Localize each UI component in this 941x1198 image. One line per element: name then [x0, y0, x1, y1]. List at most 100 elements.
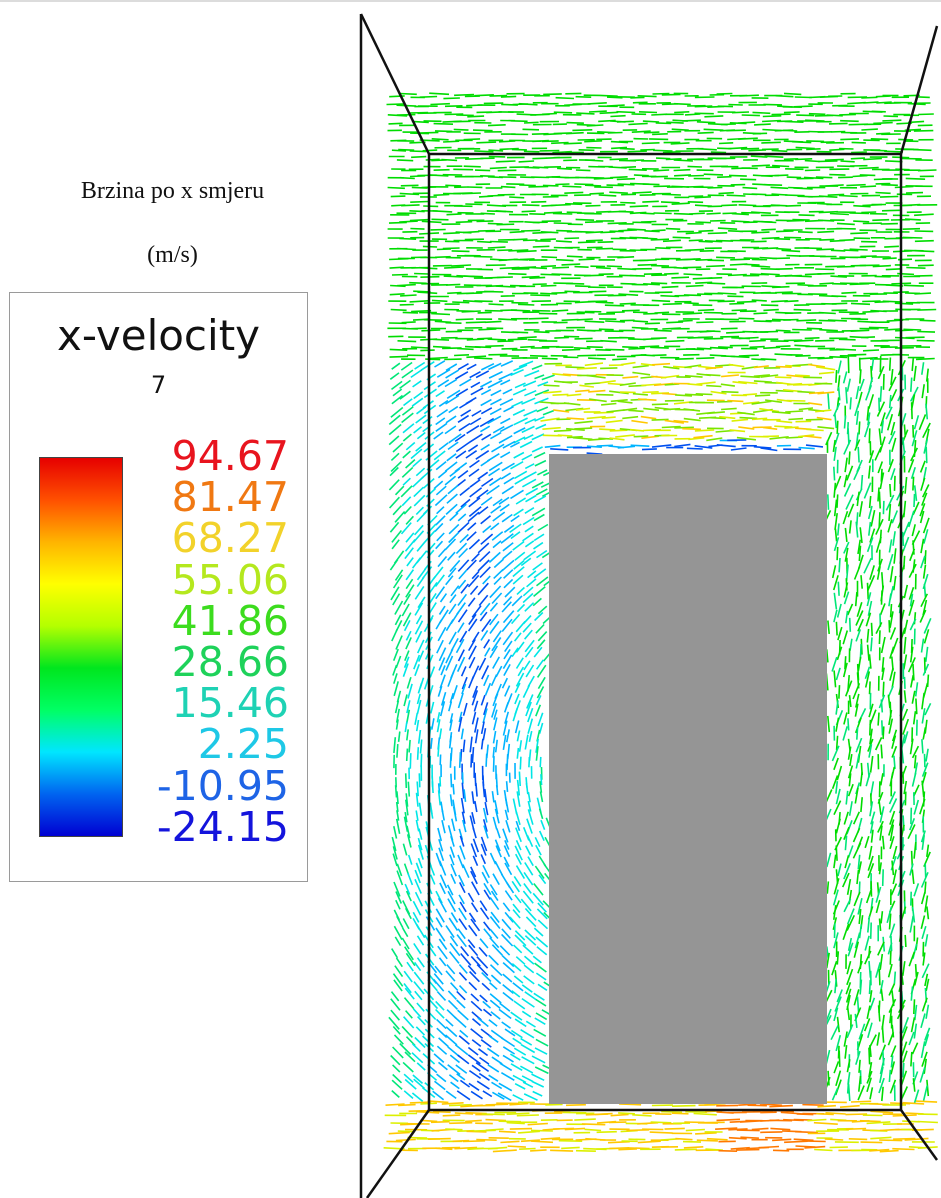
legend-tick-label: 41.86	[171, 596, 289, 645]
velocity-vector	[891, 510, 899, 524]
velocity-vector	[674, 1148, 697, 1151]
velocity-vector	[651, 362, 671, 366]
velocity-vector	[830, 249, 846, 252]
velocity-vector	[566, 121, 584, 124]
velocity-vector	[651, 113, 668, 116]
velocity-vector	[726, 194, 746, 197]
velocity-vector	[524, 991, 538, 1001]
velocity-vector	[474, 729, 479, 744]
velocity-vector	[815, 339, 835, 342]
velocity-vector	[422, 423, 433, 433]
velocity-vector	[443, 97, 460, 100]
velocity-vector	[867, 738, 874, 752]
velocity-vector	[489, 477, 502, 487]
velocity-vector	[513, 1047, 527, 1056]
velocity-vector	[835, 1070, 842, 1087]
velocity-vector	[909, 618, 917, 631]
velocity-vector	[447, 999, 459, 1010]
velocity-vector	[470, 866, 477, 878]
velocity-vector	[525, 494, 537, 503]
velocity-vector	[482, 807, 488, 823]
velocity-vector	[491, 944, 503, 956]
velocity-vector	[489, 645, 498, 659]
velocity-vector	[440, 691, 447, 706]
velocity-vector	[510, 441, 520, 448]
velocity-vector	[913, 883, 920, 897]
velocity-vector	[502, 962, 515, 974]
velocity-vector	[477, 559, 490, 572]
velocity-vector	[489, 999, 501, 1010]
velocity-vector	[459, 486, 471, 497]
velocity-vector	[416, 1062, 426, 1071]
velocity-vector	[910, 1051, 913, 1067]
velocity-vector	[497, 249, 513, 252]
velocity-vector	[414, 272, 429, 275]
velocity-vector	[521, 210, 536, 213]
velocity-vector	[875, 518, 884, 535]
velocity-vector	[480, 212, 495, 215]
velocity-vector	[413, 961, 422, 972]
velocity-vector	[596, 393, 614, 396]
velocity-vector	[843, 591, 850, 605]
velocity-vector	[512, 708, 518, 722]
velocity-vector	[506, 1121, 525, 1125]
velocity-vector	[392, 1025, 401, 1035]
velocity-vector	[445, 363, 458, 372]
velocity-vector	[859, 772, 863, 787]
velocity-vector	[842, 923, 850, 941]
velocity-vector	[396, 810, 400, 821]
velocity-vector	[618, 1148, 637, 1151]
velocity-vector	[494, 739, 498, 753]
velocity-vector	[391, 394, 403, 405]
velocity-vector	[492, 756, 495, 772]
velocity-vector	[643, 272, 663, 275]
velocity-vector	[449, 713, 454, 724]
velocity-vector	[516, 730, 521, 742]
velocity-vector	[890, 421, 896, 436]
velocity-vector	[598, 328, 614, 331]
velocity-vector	[524, 540, 535, 548]
velocity-vector	[468, 538, 481, 550]
velocity-vector	[833, 757, 839, 771]
velocity-vector	[450, 863, 457, 877]
velocity-vector	[449, 1121, 473, 1125]
velocity-vector	[684, 248, 705, 252]
velocity-vector	[513, 875, 522, 887]
velocity-vector	[848, 801, 853, 816]
velocity-vector	[652, 354, 667, 357]
velocity-vector	[846, 183, 866, 187]
velocity-vector	[655, 247, 671, 250]
velocity-vector	[436, 1018, 447, 1030]
velocity-vector	[855, 410, 859, 425]
velocity-vector	[468, 944, 479, 957]
velocity-vector	[694, 429, 715, 432]
velocity-vector	[555, 240, 572, 243]
velocity-vector	[802, 1140, 826, 1143]
velocity-vector	[855, 1050, 861, 1065]
velocity-vector	[888, 593, 892, 607]
velocity-vector	[391, 380, 403, 391]
velocity-vector	[882, 500, 885, 515]
velocity-vector	[807, 363, 826, 368]
velocity-vector	[609, 158, 628, 161]
velocity-vector	[641, 448, 657, 451]
velocity-vector	[515, 820, 521, 832]
velocity-vector	[867, 600, 873, 616]
velocity-vector	[467, 1054, 481, 1065]
velocity-vector	[857, 539, 861, 555]
velocity-vector	[485, 1103, 509, 1106]
velocity-vector	[599, 428, 616, 431]
velocity-vector	[921, 484, 930, 498]
velocity-vector	[524, 646, 534, 658]
velocity-vector	[572, 129, 593, 132]
velocity-vector	[456, 934, 467, 948]
velocity-vector	[843, 249, 859, 252]
velocity-vector	[420, 361, 435, 371]
velocity-vector	[460, 728, 464, 740]
velocity-vector	[835, 845, 838, 861]
velocity-vector	[856, 602, 863, 617]
velocity-vector	[868, 326, 889, 329]
velocity-vector	[832, 439, 836, 453]
velocity-vector	[686, 447, 703, 450]
velocity-vector	[795, 158, 813, 161]
